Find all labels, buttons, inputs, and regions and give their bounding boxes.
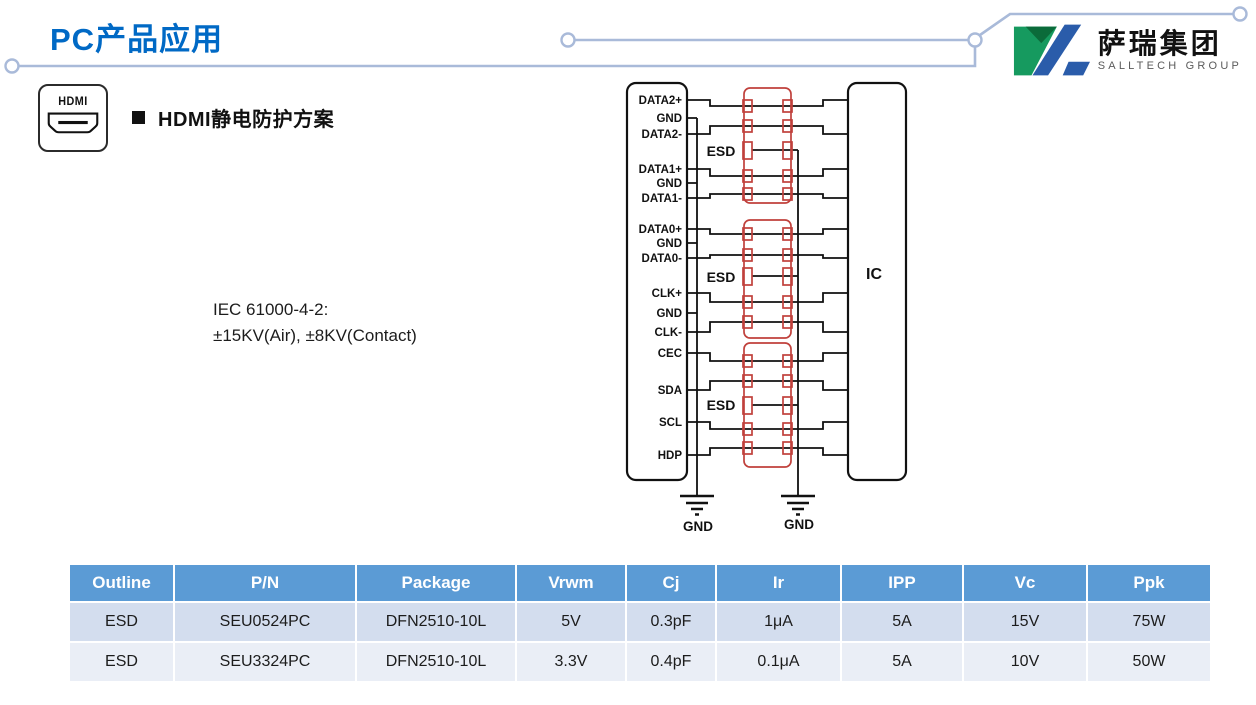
esd-chip-label: ESD [707,397,736,413]
ground-buses [687,117,799,495]
trace-node-icon [560,32,576,48]
esd-chips [742,87,793,468]
esd-chip-label: ESD [707,143,736,159]
pin-label: GND [656,238,682,250]
col-header-outline: Outline [68,563,175,603]
cell: ESD [68,641,175,683]
gnd-label: GND [683,519,713,534]
cell: 0.3pF [625,601,717,643]
cell: 75W [1086,601,1212,643]
ic-label: IC [866,266,882,283]
company-name-en: SALLTECH GROUP [1097,59,1242,72]
hdmi-connector-box [625,81,689,482]
pin-label: HDP [658,450,683,462]
page-title: PC产品应用 [50,22,224,57]
hdmi-plug-icon [47,112,99,134]
ground-symbol-icon [680,494,815,516]
esd-chip-label: ESD [707,269,736,285]
cell: ESD [68,601,175,643]
company-logo: 萨瑞集团 SALLTECH GROUP [1012,24,1242,76]
pin-label: DATA1+ [639,164,683,176]
ic-box [846,81,908,482]
pin-label: DATA2+ [639,95,683,107]
signal-wires [687,99,848,456]
pin-label: CLK- [655,327,683,339]
cell: DFN2510-10L [355,641,517,683]
salltech-logo-icon [1013,24,1090,76]
table-row: ESD SEU3324PC DFN2510-10L 3.3V 0.4pF 0.1… [68,641,1212,683]
pin-label: SCL [659,417,682,429]
cell: SEU3324PC [173,641,357,683]
cell: DFN2510-10L [355,601,517,643]
pin-label: GND [656,178,682,190]
company-name-cn: 萨瑞集团 [1097,27,1222,59]
esd-circuit-diagram: DATA2+ GND DATA2- DATA1+ GND DATA1- DATA… [625,81,908,534]
hdmi-badge: HDMI [38,84,108,152]
trace-node-icon [4,58,20,74]
spec-table: Outline P/N Package Vrwm Cj Ir IPP Vc Pp… [68,563,1212,683]
section-heading: HDMI静电防护方案 [132,103,334,132]
cell: 15V [962,601,1088,643]
cell: 50W [1086,641,1212,683]
col-header-package: Package [355,563,517,603]
cell: 0.1μA [715,641,842,683]
table-row: ESD SEU0524PC DFN2510-10L 5V 0.3pF 1μA 5… [68,601,1212,643]
iec-standard-note: IEC 61000-4-2: ±15KV(Air), ±8KV(Contact) [213,297,417,349]
gnd-label: GND [784,517,814,532]
iec-note-line1: IEC 61000-4-2: [213,300,329,319]
pin-label: GND [656,113,682,125]
pin-label: DATA2- [642,129,683,141]
col-header-vrwm: Vrwm [515,563,627,603]
cell: 10V [962,641,1088,683]
cell: 1μA [715,601,842,643]
section-heading-text: HDMI静电防护方案 [158,109,335,131]
bullet-square-icon [132,111,145,124]
col-header-ppk: Ppk [1086,563,1212,603]
col-header-ir: Ir [715,563,842,603]
trace-node-icon [1232,6,1248,22]
col-header-cj: Cj [625,563,717,603]
pin-label: SDA [658,385,682,397]
pin-label: CEC [658,348,682,360]
iec-note-line2: ±15KV(Air), ±8KV(Contact) [213,326,417,345]
hdmi-badge-label: HDMI [58,94,88,108]
col-header-ipp: IPP [840,563,964,603]
col-header-vc: Vc [962,563,1088,603]
cell: 5A [840,641,964,683]
col-header-pn: P/N [173,563,357,603]
decorative-trace [4,6,1248,74]
cell: 0.4pF [625,641,717,683]
pin-label: CLK+ [652,288,683,300]
pin-label: DATA0- [642,253,683,265]
trace-node-icon [967,32,983,48]
cell: SEU0524PC [173,601,357,643]
pin-label: GND [656,308,682,320]
pin-label: DATA1- [642,193,683,205]
cell: 3.3V [515,641,627,683]
table-header-row: Outline P/N Package Vrwm Cj Ir IPP Vc Pp… [68,563,1212,603]
cell: 5A [840,601,964,643]
pin-label: DATA0+ [639,224,683,236]
cell: 5V [515,601,627,643]
